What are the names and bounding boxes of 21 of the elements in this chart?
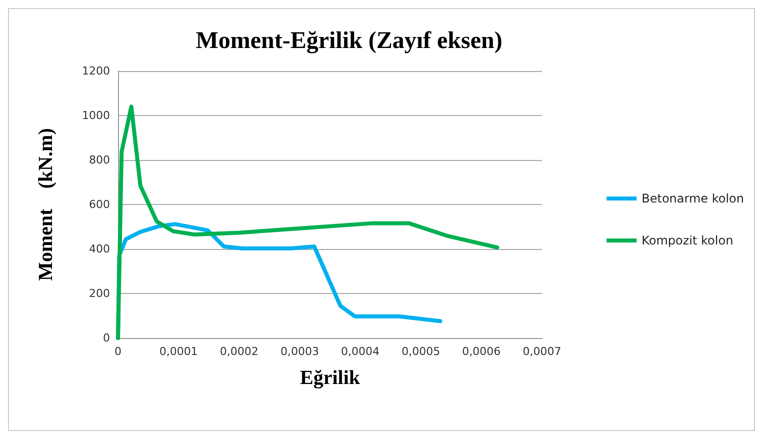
y-tick-label: 600 bbox=[89, 198, 110, 211]
legend-label: Kompozit kolon bbox=[642, 234, 734, 248]
x-tick-label: 0,0001 bbox=[159, 345, 198, 358]
x-tick-label: 0,0007 bbox=[522, 345, 562, 358]
y-tick-label: 400 bbox=[89, 242, 110, 256]
line-series bbox=[116, 104, 500, 340]
x-tick-label: 0,0002 bbox=[220, 345, 258, 358]
y-tick-label: 200 bbox=[89, 287, 110, 300]
y-tick-label: 1200 bbox=[82, 64, 110, 78]
x-axis-title: Eğrilik bbox=[300, 367, 361, 389]
y-tick-label: 0 bbox=[103, 332, 110, 344]
legend-label: Betonarme kolon bbox=[642, 192, 744, 206]
chart-title: Moment-Eğrilik (Zayıf eksen) bbox=[196, 28, 502, 54]
x-tick-label: 0 bbox=[114, 345, 122, 358]
x-tick-label: 0,0005 bbox=[402, 345, 440, 358]
y-axis-title: Moment (kN.m) bbox=[35, 128, 57, 281]
x-tick-label: 0,0003 bbox=[280, 345, 319, 358]
y-tick-label: 1000 bbox=[82, 109, 110, 122]
x-tick-label: 0,0006 bbox=[462, 345, 501, 358]
y-tick-label: 800 bbox=[89, 154, 110, 166]
x-tick-label: 0,0004 bbox=[341, 345, 380, 358]
